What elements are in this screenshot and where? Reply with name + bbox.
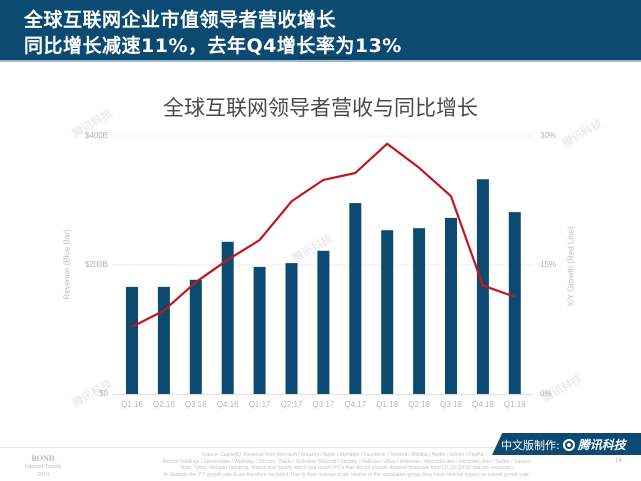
revenue-bar	[413, 228, 426, 394]
revenue-bar	[349, 203, 362, 394]
x-tick-label: Q4:18	[471, 400, 494, 409]
revenue-bar	[445, 217, 457, 394]
revenue-bar	[157, 286, 170, 394]
revenue-bar	[126, 286, 138, 394]
source-line: Note: *Uber, Meituan Dianping, Xiaomi an…	[180, 465, 514, 471]
left-tick-400: $400B	[84, 131, 108, 140]
bond-subtitle: Internet Trends	[24, 464, 62, 470]
revenue-bar	[253, 266, 266, 394]
x-tick-label: Q2:18	[408, 400, 430, 409]
credit-brand: 腾讯科技	[577, 438, 626, 452]
growth-line	[131, 142, 516, 328]
revenue-bar	[317, 250, 330, 394]
headline-line-1: 全球互联网企业市值领导者营收增长	[24, 9, 337, 31]
source-note: Source: CapitalIQ. Revenue from Microsof…	[112, 452, 582, 478]
headline-line-2: 同比增长减速11%，去年Q4增长率为13%	[24, 35, 402, 57]
revenue-bar	[189, 279, 202, 394]
x-tick-label: Q4:16	[216, 400, 239, 409]
bond-year: 2019	[37, 472, 49, 478]
revenue-bar	[221, 241, 234, 394]
x-tick-label: Q1:18	[376, 400, 399, 409]
underline-decoration	[298, 57, 348, 58]
x-tick-label: Q1:17	[248, 400, 271, 409]
credit-prefix: 中文版制作:	[501, 438, 560, 452]
x-tick-label: Q2:17	[280, 400, 303, 409]
page-number: 14	[615, 458, 622, 464]
revenue-bar	[508, 212, 521, 394]
right-tick-30: 30%	[540, 131, 557, 140]
slide-header: 全球互联网企业市值领导者营收增长 同比增长减速11%，去年Q4增长率为13%	[0, 0, 641, 62]
x-tick-label: Q2:16	[152, 400, 175, 409]
x-tick-label: Q4:17	[344, 400, 367, 409]
left-tick-200: $200B	[84, 260, 108, 269]
x-tick-label: Q3:16	[184, 400, 207, 409]
footer-divider	[0, 447, 641, 448]
right-tick-15: 15%	[540, 260, 557, 269]
source-line: Source: CapitalIQ. Revenue from Microsof…	[201, 452, 493, 458]
revenue-bar	[285, 263, 298, 394]
credit-badge: 中文版制作: 腾讯科技	[501, 436, 626, 453]
right-tick-0: 0%	[540, 389, 552, 398]
source-line: Recruit Holdings / ServiceNow / Workday …	[162, 458, 532, 465]
revenue-bar	[381, 230, 394, 394]
source-line: to illustrate the Y/Y growth rate & are …	[163, 471, 531, 478]
x-tick-label: Q3:17	[312, 400, 335, 409]
left-tick-0: $0	[99, 389, 108, 398]
bond-title: BOND	[31, 454, 55, 463]
x-tick-label: Q1:16	[121, 400, 143, 409]
x-tick-label: Q3:18	[440, 400, 462, 409]
chart-title: 全球互联网领导者营收与同比增长	[163, 96, 478, 120]
revenue-bars	[126, 179, 521, 394]
tencent-logo-icon	[562, 438, 575, 451]
x-tick-label: Q1:19	[503, 400, 526, 409]
bond-logo: BOND Internet Trends 2019	[8, 455, 78, 479]
